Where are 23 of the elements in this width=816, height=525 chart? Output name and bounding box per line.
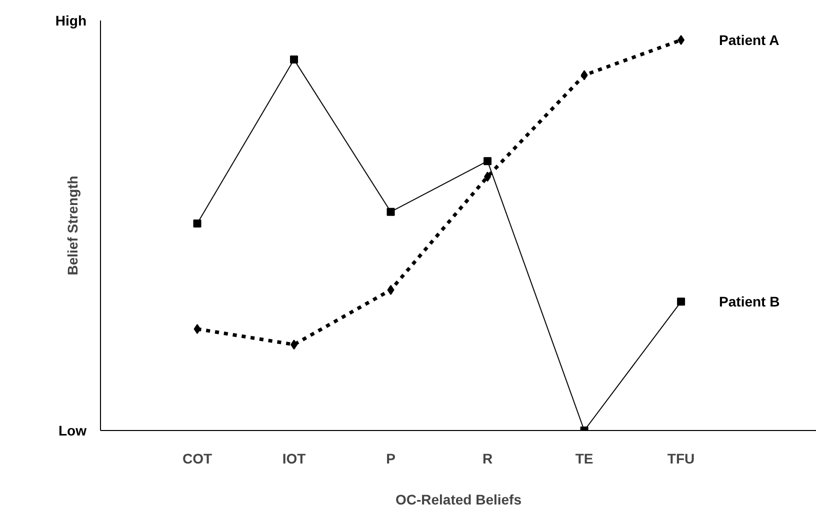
point — [193, 220, 202, 228]
point — [386, 208, 395, 216]
text: High — [55, 12, 87, 28]
point — [678, 35, 685, 46]
x-tick-label: R — [482, 450, 493, 466]
text: Patient B — [719, 294, 780, 310]
y-axis-title: Belief Strength — [64, 176, 80, 276]
point — [194, 324, 201, 334]
point — [290, 56, 298, 64]
point — [484, 172, 492, 182]
x-tick-label: P — [386, 450, 396, 466]
point — [677, 298, 686, 306]
point — [387, 284, 394, 295]
x-tick-label: COT — [182, 450, 212, 466]
point — [484, 157, 492, 166]
x-tick-label: IOT — [282, 450, 306, 466]
text: Low — [58, 422, 87, 438]
x-axis-title: OC-Related Beliefs — [395, 492, 522, 508]
text: Patient A — [719, 32, 780, 48]
x-tick-label: TE — [575, 450, 594, 466]
point — [580, 70, 588, 80]
x-tick-label: TFU — [667, 450, 695, 466]
point — [290, 340, 298, 350]
